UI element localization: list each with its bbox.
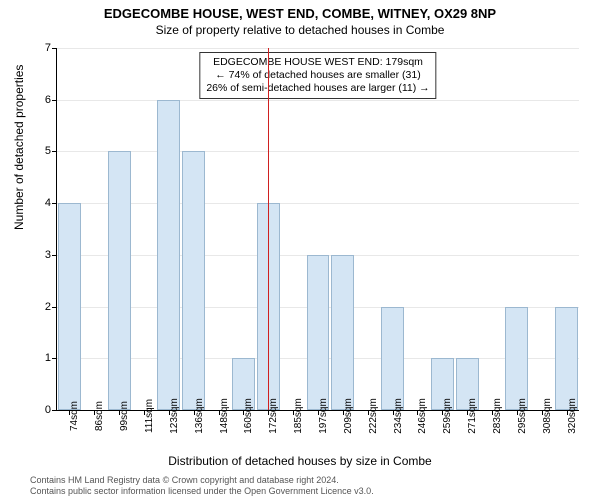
- y-tick-mark: [52, 151, 57, 152]
- x-tick-label: 222sqm: [368, 398, 379, 434]
- y-tick-mark: [52, 358, 57, 359]
- y-tick-label: 3: [45, 249, 51, 261]
- x-axis-title: Distribution of detached houses by size …: [0, 454, 600, 468]
- bar: [381, 307, 404, 410]
- y-tick-mark: [52, 255, 57, 256]
- callout-line1: EDGECOMBE HOUSE WEST END: 179sqm: [206, 56, 429, 69]
- x-tick-label: 136sqm: [194, 398, 205, 434]
- y-tick-mark: [52, 203, 57, 204]
- y-tick-label: 4: [45, 197, 51, 209]
- reference-callout: EDGECOMBE HOUSE WEST END: 179sqm ← 74% o…: [199, 52, 436, 99]
- bar: [182, 151, 205, 410]
- bar: [58, 203, 81, 410]
- y-tick-label: 1: [45, 352, 51, 364]
- x-tick-label: 295sqm: [517, 398, 528, 434]
- chart-title-main: EDGECOMBE HOUSE, WEST END, COMBE, WITNEY…: [0, 0, 600, 21]
- x-tick-label: 74sqm: [69, 401, 80, 431]
- callout-line2: ← 74% of detached houses are smaller (31…: [206, 69, 429, 82]
- x-tick-label: 99sqm: [119, 401, 130, 431]
- bar: [307, 255, 330, 410]
- y-tick-label: 0: [45, 404, 51, 416]
- x-tick-label: 172sqm: [268, 398, 279, 434]
- x-tick-label: 185sqm: [293, 398, 304, 434]
- grid-line: [57, 100, 579, 101]
- x-tick-label: 283sqm: [492, 398, 503, 434]
- x-tick-label: 320sqm: [567, 398, 578, 434]
- footer-copyright: Contains HM Land Registry data © Crown c…: [30, 475, 339, 485]
- grid-line: [57, 151, 579, 152]
- y-tick-mark: [52, 307, 57, 308]
- y-tick-mark: [52, 48, 57, 49]
- y-tick-label: 2: [45, 301, 51, 313]
- y-tick-mark: [52, 100, 57, 101]
- x-tick-label: 86sqm: [94, 401, 105, 431]
- bar: [331, 255, 354, 410]
- callout-line3: 26% of semi-detached houses are larger (…: [206, 82, 429, 95]
- grid-line: [57, 48, 579, 49]
- x-tick-label: 308sqm: [542, 398, 553, 434]
- bar: [108, 151, 131, 410]
- y-axis-title: Number of detached properties: [12, 65, 26, 230]
- x-tick-label: 160sqm: [243, 398, 254, 434]
- bar: [505, 307, 528, 410]
- footer-licence: Contains public sector information licen…: [30, 486, 374, 496]
- y-tick-mark: [52, 410, 57, 411]
- y-tick-label: 6: [45, 94, 51, 106]
- y-tick-label: 7: [45, 42, 51, 54]
- x-tick-label: 111sqm: [144, 399, 155, 433]
- x-tick-label: 209sqm: [343, 398, 354, 434]
- x-tick-label: 259sqm: [442, 398, 453, 434]
- x-tick-label: 123sqm: [169, 398, 180, 434]
- bar: [555, 307, 578, 410]
- reference-line: [268, 48, 269, 410]
- x-tick-label: 271sqm: [467, 398, 478, 434]
- x-tick-label: 197sqm: [318, 398, 329, 434]
- chart-title-sub: Size of property relative to detached ho…: [0, 21, 600, 41]
- chart-plot-area: EDGECOMBE HOUSE WEST END: 179sqm ← 74% o…: [56, 48, 579, 411]
- grid-line: [57, 203, 579, 204]
- y-tick-label: 5: [45, 145, 51, 157]
- x-tick-label: 246sqm: [417, 398, 428, 434]
- x-tick-label: 234sqm: [393, 398, 404, 434]
- bar: [157, 100, 180, 410]
- x-tick-label: 148sqm: [219, 398, 230, 434]
